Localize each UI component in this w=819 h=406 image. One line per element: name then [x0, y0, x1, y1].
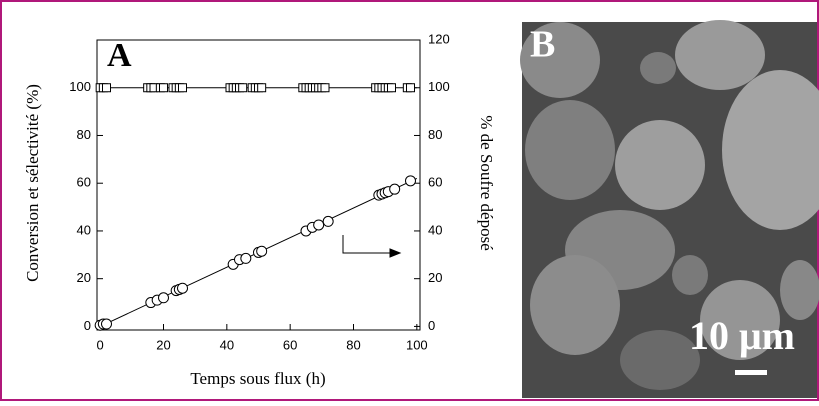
sem-image [520, 20, 819, 398]
y-tick-label: 60 [77, 175, 91, 190]
direction-arrow [342, 235, 402, 258]
circle-marker [158, 292, 169, 304]
y-tick-label: 40 [77, 222, 91, 237]
y2-tick-label: 0 [428, 318, 435, 333]
circle-marker [240, 252, 252, 264]
square-marker [257, 83, 267, 93]
x-tick-label: 60 [283, 337, 297, 352]
square-marker [178, 83, 187, 93]
square-marker [238, 83, 248, 93]
square-marker [320, 83, 330, 93]
square-marker [406, 83, 415, 93]
plot-frame [96, 39, 421, 331]
square-marker [387, 83, 396, 93]
x-tick-label: 20 [156, 337, 170, 352]
y-axis-label: Conversion et sélectivité (%) [23, 84, 42, 282]
square-marker [159, 83, 168, 93]
y2-tick-label: 20 [428, 270, 442, 285]
x-axis-label: Temps sous flux (h) [190, 369, 325, 388]
y2-tick-label: 40 [428, 222, 442, 237]
circle-marker [322, 215, 334, 227]
square-marker [102, 83, 111, 93]
x-tick-label: 40 [220, 337, 234, 352]
scale-bar-label: 10 μm [689, 313, 795, 358]
circle-marker [405, 175, 416, 187]
circle-marker [389, 183, 401, 195]
y2-axis-label: % de Soufre déposé [477, 115, 496, 251]
y-tick-label: 0 [84, 318, 91, 333]
x-tick-label: 80 [346, 337, 360, 352]
circle-marker [256, 245, 268, 257]
y2-tick-label: 60 [428, 175, 442, 190]
circle-marker [177, 282, 188, 294]
y-tick-label: 100 [69, 79, 91, 94]
circle-marker [313, 219, 325, 231]
y2-tick-label: 120 [428, 31, 450, 46]
y-tick-label: 80 [77, 127, 91, 142]
x-tick-label: 100 [406, 337, 428, 352]
y-tick-label: 20 [77, 270, 91, 285]
circle-marker [101, 318, 112, 330]
panel-label: A [107, 37, 132, 74]
y2-tick-label: 80 [428, 127, 442, 142]
x-tick-label: 0 [97, 337, 104, 352]
panel-label: B [530, 24, 555, 66]
y2-tick-label: 100 [428, 79, 450, 94]
